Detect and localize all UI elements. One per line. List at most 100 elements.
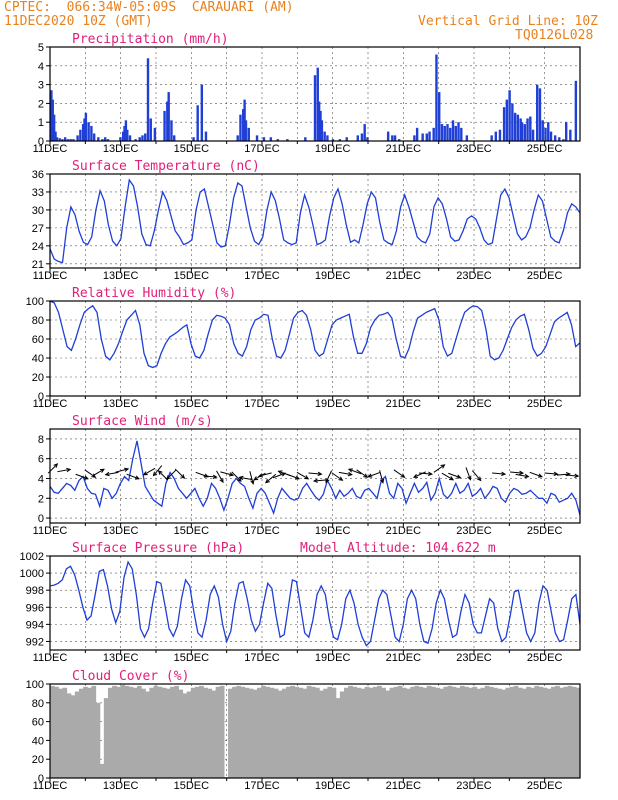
x-tick-label: 17DEC	[244, 398, 280, 410]
cloud-bar	[124, 685, 130, 778]
cloud-bar	[290, 685, 295, 778]
precip-bar	[97, 137, 100, 141]
cloud-bar	[186, 691, 192, 778]
cloud-bar	[331, 687, 337, 778]
cloud-bar	[281, 688, 287, 778]
y-tick-label: 1002	[20, 551, 44, 563]
x-tick-label: 15DEC	[174, 780, 210, 792]
precip-bar	[316, 67, 319, 141]
precip-bar	[141, 135, 144, 141]
cloud-bar	[480, 687, 486, 778]
wind-arrow	[249, 471, 255, 485]
wind-arrow	[529, 471, 544, 478]
cloud-bar	[257, 687, 262, 778]
precip-bar	[128, 135, 132, 141]
x-tick-label: 21DEC	[386, 780, 422, 792]
x-tick-label: 13DEC	[103, 143, 139, 155]
cloud-bar	[571, 686, 577, 778]
precip-bar	[313, 75, 317, 141]
y-tick-label: 21	[32, 259, 44, 271]
cloud-frame	[49, 683, 581, 779]
cloud-bar	[54, 686, 59, 778]
press-frame	[49, 555, 581, 651]
y-tick-label: 2	[38, 493, 44, 505]
cloud-bar	[455, 687, 461, 778]
precip-bar	[541, 120, 544, 141]
precip-bar	[55, 137, 59, 141]
cloud-bar	[128, 686, 134, 778]
cloud-bar	[157, 686, 163, 778]
x-tick-label: 15DEC	[174, 525, 210, 537]
precip-bar	[494, 131, 498, 141]
cloud-bar	[352, 686, 358, 778]
cloud-bar	[393, 686, 399, 778]
wind-arrow	[412, 471, 426, 478]
cloud-bar	[459, 685, 465, 778]
precip-bar	[244, 120, 248, 141]
cloud-bar	[530, 687, 536, 778]
cloud-bar	[199, 685, 204, 778]
x-tick-label: 21DEC	[386, 270, 422, 282]
press-panel: 992 994 996 998 1000 1002 11DEC 13DEC 15DEC 17DEC…	[20, 541, 581, 664]
x-tick-label: 11DEC	[33, 270, 68, 282]
wind-arrow	[308, 471, 323, 476]
precip-bar	[269, 137, 273, 141]
x-tick-label: 11DEC	[33, 525, 68, 537]
y-tick-label: 0	[38, 773, 44, 785]
x-tick-label: 19DEC	[315, 270, 351, 282]
precip-bar	[438, 92, 441, 141]
cloud-bar	[112, 685, 117, 778]
cloud-bar	[343, 687, 349, 778]
cloud-bar	[228, 688, 233, 778]
grid-note: Vertical Grid Line: 10Z	[418, 14, 599, 29]
x-tick-label: 23DEC	[456, 652, 492, 664]
precip-bar	[435, 54, 438, 141]
precip-bar	[574, 80, 578, 141]
x-tick-label: 17DEC	[244, 143, 280, 155]
cloud-bar	[215, 686, 221, 778]
cloud-bar	[389, 687, 395, 778]
precip-bar	[92, 133, 96, 141]
cloud-bar	[174, 685, 179, 778]
cloud-bar	[327, 686, 333, 778]
precip-bar	[454, 125, 457, 141]
precip-bar	[106, 139, 110, 141]
cloud-bar	[203, 687, 208, 778]
wind-arrow	[296, 471, 310, 480]
wind-arrow	[492, 471, 507, 476]
precip-bar	[173, 135, 176, 141]
temp-panel: 21 24 27 30 33 36 11DEC 13DEC 15DEC 17DEC 19DEC 21D…	[32, 159, 581, 282]
y-tick-label: 996	[26, 602, 44, 614]
precip-bar	[58, 138, 61, 141]
precip-bar	[123, 125, 126, 141]
y-tick-label: 27	[32, 223, 44, 235]
cloud-bar	[418, 686, 424, 778]
wind-arrow	[166, 469, 177, 480]
precip-bar	[391, 135, 394, 141]
wind-arrow	[448, 472, 462, 479]
precip-bar	[529, 116, 532, 141]
wind-arrow	[433, 464, 446, 473]
x-tick-label: 19DEC	[315, 652, 351, 664]
x-tick-label: 11DEC	[33, 652, 68, 664]
cloud-bar	[368, 687, 374, 778]
precip-bar	[192, 137, 195, 141]
cloud-bar	[83, 686, 88, 778]
cloud-bar	[107, 687, 113, 778]
rh-frame	[49, 300, 581, 397]
cloud-bar	[397, 685, 403, 778]
y-tick-label: 8	[38, 434, 44, 446]
cloud-bar	[306, 685, 312, 778]
cloud-bar	[74, 691, 80, 778]
y-tick-label: 33	[32, 187, 44, 199]
cloud-bar	[555, 685, 560, 778]
x-tick-label: 13DEC	[103, 780, 139, 792]
x-tick-label: 17DEC	[244, 525, 280, 537]
wind-arrow	[515, 473, 530, 479]
precip-bar	[564, 122, 568, 141]
x-tick-label: 19DEC	[315, 525, 351, 537]
cloud-bar	[372, 686, 378, 778]
wind-arrow	[465, 467, 472, 481]
wind-arrow	[92, 468, 105, 477]
temp-series-line	[50, 178, 580, 264]
